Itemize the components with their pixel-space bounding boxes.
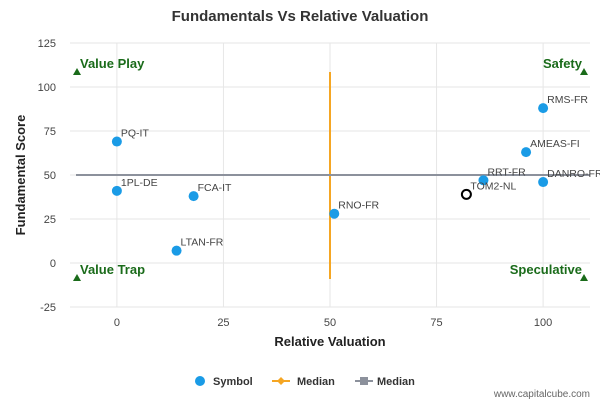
quadrant-markers: Value Play Safety Value Trap Speculative	[73, 56, 588, 281]
y-tick-label: 25	[44, 214, 56, 226]
y-ticks: -25 0 25 50 75 100 125	[38, 38, 56, 314]
data-point[interactable]	[171, 245, 182, 256]
legend-symbol-marker	[195, 376, 205, 386]
data-point[interactable]	[538, 177, 549, 188]
legend-median-x-marker	[277, 377, 285, 385]
y-tick-label: 75	[44, 126, 56, 138]
legend-median-y-marker	[360, 377, 368, 385]
x-tick-label: 100	[534, 317, 552, 329]
data-point[interactable]	[188, 191, 199, 202]
data-point-label: TOM2-NL	[470, 180, 516, 192]
x-tick-label: 25	[217, 317, 229, 329]
data-point-highlight[interactable]	[460, 188, 472, 200]
data-point[interactable]	[111, 185, 122, 196]
quadrant-label-bottom-left: Value Trap	[80, 262, 145, 277]
data-point-label: AMEAS-FI	[530, 138, 580, 150]
credit-text: www.capitalcube.com	[493, 389, 590, 400]
quadrant-label-top-right: Safety	[543, 56, 583, 71]
data-points: RMS-FR AMEAS-FI PQ-IT 1PL-DE FCA-IT LTAN-FR RN…	[111, 94, 600, 256]
quadrant-marker-top-left	[73, 68, 81, 75]
y-tick-label: 100	[38, 82, 56, 94]
data-point-label: RMS-FR	[547, 94, 588, 106]
y-tick-label: 125	[38, 38, 56, 50]
x-tick-label: 50	[324, 317, 336, 329]
y-tick-label: 0	[50, 258, 56, 270]
data-point-label: 1PL-DE	[121, 177, 158, 189]
data-point[interactable]	[329, 208, 340, 219]
data-point[interactable]	[521, 147, 532, 158]
x-tick-label: 75	[430, 317, 442, 329]
legend-symbol-label: Symbol	[213, 376, 253, 388]
x-tick-label: 0	[114, 317, 120, 329]
x-axis-title: Relative Valuation	[274, 334, 385, 349]
legend-item-symbol[interactable]: Symbol	[195, 376, 253, 388]
data-point-label: FCA-IT	[198, 182, 232, 194]
legend: Symbol Median Median	[195, 376, 415, 388]
quadrant-label-bottom-right: Speculative	[510, 262, 582, 277]
data-point[interactable]	[111, 136, 122, 147]
data-point-label: LTAN-FR	[181, 237, 224, 249]
data-point[interactable]	[538, 103, 549, 114]
x-ticks: 0 25 50 75 100	[114, 317, 552, 329]
legend-item-median-x[interactable]: Median	[272, 376, 335, 388]
data-point[interactable]	[478, 175, 489, 186]
quadrant-marker-top-right	[580, 68, 588, 75]
data-point-label: DANRO-FR	[547, 168, 600, 180]
legend-item-median-y[interactable]: Median	[355, 376, 415, 388]
data-point-label: PQ-IT	[121, 128, 150, 140]
legend-median-x-label: Median	[297, 376, 335, 388]
data-point-label: RNO-FR	[338, 200, 379, 212]
y-axis-title: Fundamental Score	[13, 115, 28, 236]
legend-median-y-label: Median	[377, 376, 415, 388]
y-tick-label: 50	[44, 170, 56, 182]
quadrant-label-top-left: Value Play	[80, 56, 145, 71]
data-point-label: RRT-FR	[487, 166, 526, 178]
median-lines	[76, 72, 590, 279]
y-tick-label: -25	[40, 302, 56, 314]
quadrant-marker-bottom-left	[73, 274, 81, 281]
chart-title: Fundamentals Vs Relative Valuation	[172, 8, 429, 25]
quadrant-marker-bottom-right	[580, 274, 588, 281]
